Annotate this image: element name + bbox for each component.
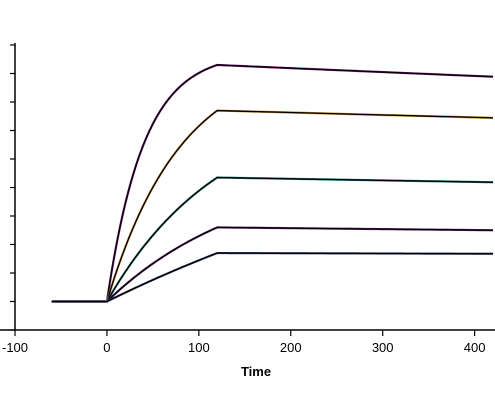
series-layer (51, 63, 494, 303)
series-4-fit-line (51, 226, 494, 303)
axes (0, 43, 495, 331)
x-axis-title: Time (241, 364, 271, 379)
y-ticks (10, 44, 15, 331)
series-2-fit-line (51, 109, 494, 303)
x-ticks: -100 0 100 200 300 400 (2, 330, 485, 355)
x-tick-label: 0 (103, 340, 110, 355)
series-3-fit-line (51, 176, 494, 303)
series-5-data-line (51, 251, 494, 303)
series-2-data-line (51, 109, 494, 303)
series-5-fit-line (51, 252, 494, 303)
x-tick-label: 300 (372, 340, 394, 355)
series-1-fit-line (51, 64, 494, 303)
x-tick-label: 400 (464, 340, 486, 355)
x-tick-label: 100 (188, 340, 210, 355)
x-tick-label: -100 (2, 340, 28, 355)
x-tick-label: 200 (280, 340, 302, 355)
